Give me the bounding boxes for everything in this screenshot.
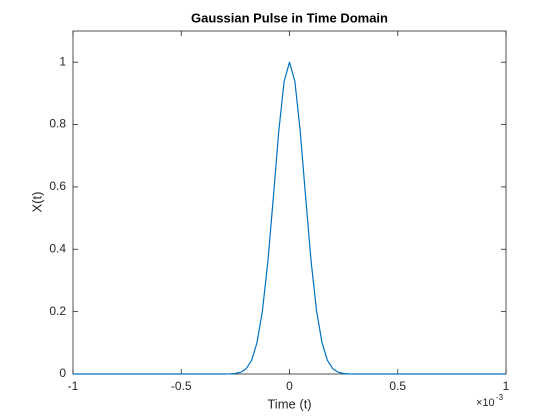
y-tick-label: 0.2 bbox=[49, 304, 66, 318]
x-axis-label: Time (t) bbox=[267, 396, 311, 411]
x-tick-label: 0.5 bbox=[389, 379, 406, 393]
y-tick-label: 0.6 bbox=[49, 179, 66, 193]
y-tick-label: 0.4 bbox=[49, 241, 66, 255]
y-tick-label: 0.8 bbox=[49, 117, 66, 131]
x-tick-label: -1 bbox=[68, 379, 79, 393]
x-tick-label: 1 bbox=[503, 379, 510, 393]
y-tick-label: 0 bbox=[59, 366, 66, 380]
y-axis-label: X(t) bbox=[29, 192, 44, 213]
y-tick-label: 1 bbox=[59, 54, 66, 68]
x-tick-label: -0.5 bbox=[171, 379, 192, 393]
data-line bbox=[73, 61, 506, 375]
x-tick-label: 0 bbox=[286, 379, 293, 393]
x-multiplier: ×10 bbox=[476, 397, 495, 409]
x-exponent: -3 bbox=[496, 393, 504, 402]
chart-title: Gaussian Pulse in Time Domain bbox=[191, 10, 388, 25]
